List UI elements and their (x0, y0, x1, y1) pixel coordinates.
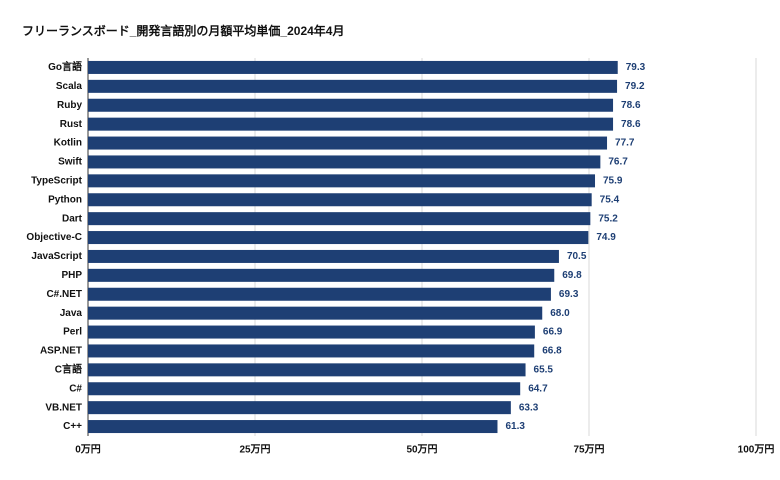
y-tick-label: JavaScript (31, 251, 82, 262)
value-label: 78.6 (621, 100, 641, 111)
value-label: 79.2 (625, 81, 645, 92)
value-label: 77.7 (615, 138, 635, 149)
x-tick-label: 0万円 (75, 444, 101, 456)
bar (88, 344, 535, 358)
y-tick-label: Objective-C (26, 232, 82, 243)
bar (88, 98, 614, 112)
y-tick-label: C++ (63, 421, 82, 432)
value-label: 65.5 (534, 364, 554, 375)
y-tick-label: C#.NET (46, 289, 82, 300)
y-tick-label: Perl (63, 327, 82, 338)
bar (88, 249, 559, 263)
y-tick-label: Scala (56, 81, 83, 92)
x-tick-label: 25万円 (239, 444, 270, 456)
bar (88, 60, 618, 74)
bar (88, 325, 535, 339)
x-tick-label: 50万円 (406, 444, 437, 456)
value-label: 76.7 (608, 157, 628, 168)
value-label: 75.9 (603, 175, 623, 186)
x-tick-label: 100万円 (738, 444, 775, 456)
y-tick-label: PHP (61, 270, 82, 281)
y-tick-label: ASP.NET (40, 346, 82, 357)
value-label: 69.3 (559, 289, 579, 300)
value-label: 75.2 (598, 213, 618, 224)
y-tick-label: Swift (58, 157, 83, 168)
bar (88, 363, 526, 377)
y-tick-label: C# (69, 383, 82, 394)
x-tick-label: 75万円 (573, 444, 604, 456)
y-tick-label: VB.NET (45, 402, 82, 413)
value-label: 68.0 (550, 308, 570, 319)
bar (88, 401, 511, 415)
bar (88, 306, 543, 320)
bar (88, 212, 591, 226)
y-tick-label: Python (48, 194, 82, 205)
chart-title: フリーランスボード_開発言語別の月額平均単価_2024年4月 (22, 23, 344, 38)
value-label: 74.9 (596, 232, 616, 243)
bar (88, 287, 551, 301)
bar (88, 79, 618, 93)
bar (88, 382, 521, 396)
value-label: 69.8 (562, 270, 582, 281)
value-label: 70.5 (567, 251, 587, 262)
value-label: 61.3 (505, 421, 525, 432)
value-label: 66.9 (543, 327, 563, 338)
y-tick-label: Java (60, 308, 83, 319)
bar (88, 231, 589, 245)
bar (88, 155, 601, 169)
value-label: 66.8 (542, 346, 562, 357)
bar (88, 174, 596, 188)
y-tick-label: TypeScript (31, 175, 83, 186)
bar (88, 420, 498, 434)
y-tick-label: Ruby (57, 100, 82, 111)
y-tick-label: Rust (60, 119, 83, 130)
y-tick-label: Go言語 (48, 60, 82, 73)
bar (88, 136, 608, 150)
value-label: 75.4 (600, 194, 620, 205)
y-tick-label: C言語 (55, 362, 82, 375)
y-tick-label: Dart (62, 213, 83, 224)
bar (88, 268, 555, 282)
value-label: 79.3 (626, 62, 646, 73)
y-tick-label: Kotlin (54, 138, 82, 149)
value-label: 78.6 (621, 119, 641, 130)
value-label: 63.3 (519, 402, 539, 413)
bar (88, 117, 614, 131)
value-label: 64.7 (528, 383, 548, 394)
bar (88, 193, 592, 207)
